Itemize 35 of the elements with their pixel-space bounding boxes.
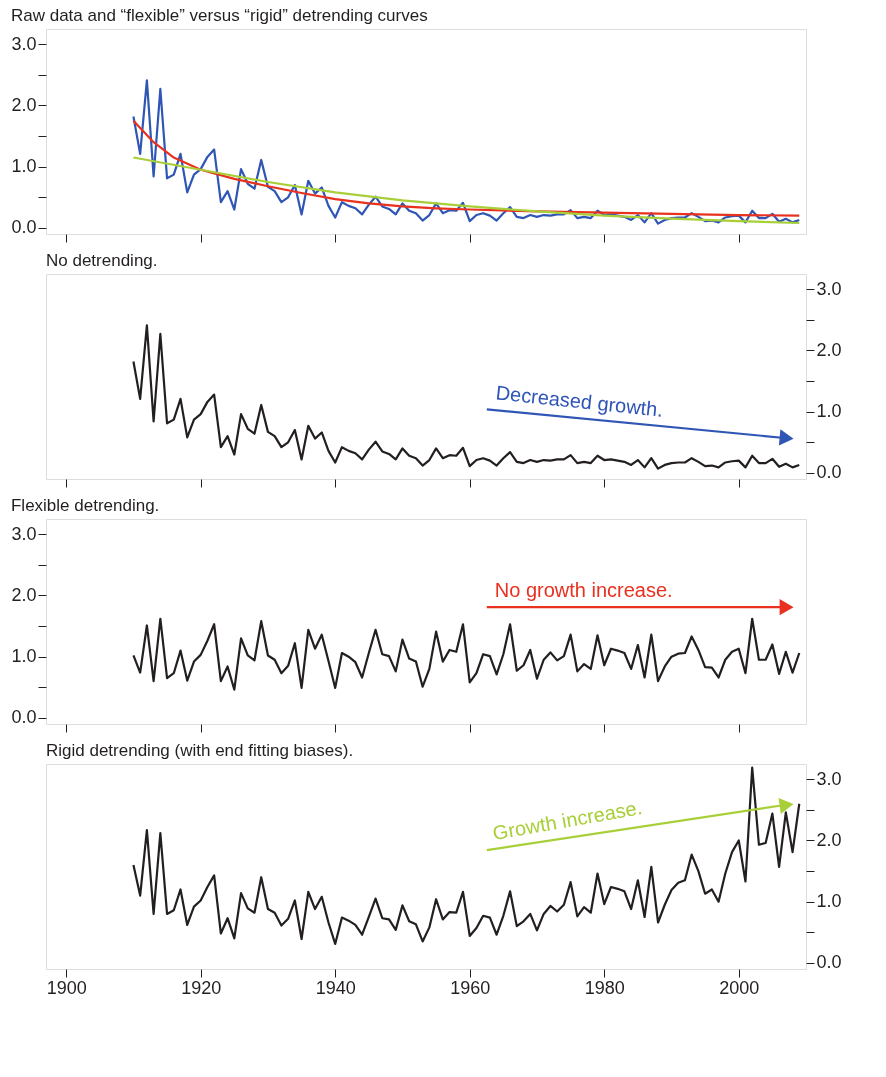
y-tick-label: 3.0: [11, 523, 37, 544]
y2-tick-label: 3.0: [816, 278, 842, 299]
y-tick-label: 3.0: [11, 33, 37, 54]
line-series: [132, 79, 801, 225]
annotation: Decreased growth.: [494, 381, 665, 421]
y2-tick-label: 3.0: [816, 768, 842, 789]
y-tick-label: 1.0: [11, 646, 37, 667]
chart-title: Rigid detrending (with end fitting biases).: [46, 741, 354, 760]
y-tick-label: 0.0: [11, 707, 37, 728]
x-tick-label: 2000: [719, 977, 760, 998]
y-tick-label: 2.0: [11, 584, 37, 605]
line-series: [132, 156, 801, 225]
x-tick-label: 1940: [315, 977, 356, 998]
y2-tick-label: 2.0: [816, 339, 842, 360]
y-tick-label: 2.0: [11, 94, 37, 115]
y2-tick-label: 0.0: [816, 462, 842, 483]
line-series: [132, 766, 801, 946]
line-series: [132, 119, 801, 217]
y-tick-label: 0.0: [11, 217, 37, 238]
y-tick-label: 1.0: [11, 156, 37, 177]
annotation: Growth increase.: [490, 796, 644, 845]
line-series: [132, 617, 801, 691]
chart-title: Raw data and “flexible” versus “rigid” detrending curves: [10, 6, 428, 25]
y2-tick-label: 1.0: [816, 401, 842, 422]
annotation: No growth increase.: [494, 579, 673, 602]
chart-title: No detrending.: [46, 251, 158, 270]
x-tick-label: 1960: [450, 977, 491, 998]
y2-tick-label: 0.0: [816, 952, 842, 973]
line-series: [132, 324, 801, 470]
x-tick-label: 1900: [46, 977, 87, 998]
x-tick-label: 1980: [584, 977, 625, 998]
y2-tick-label: 1.0: [816, 891, 842, 912]
y2-tick-label: 2.0: [816, 829, 842, 850]
chart-title: Flexible detrending.: [10, 496, 160, 515]
x-tick-label: 1920: [181, 977, 222, 998]
